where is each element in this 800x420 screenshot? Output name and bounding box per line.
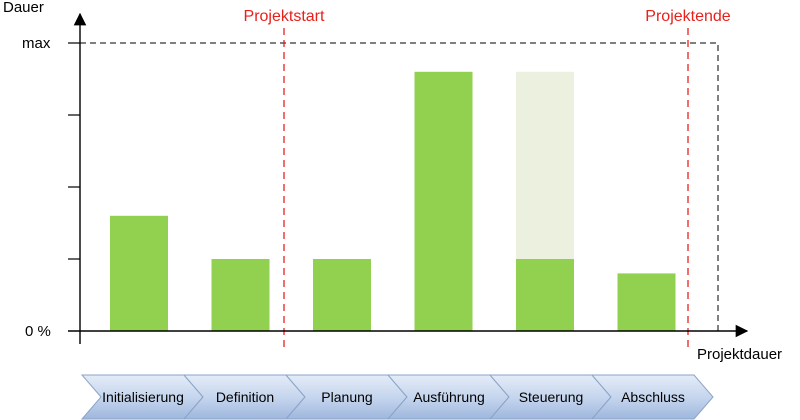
phase-label-definition: Definition xyxy=(216,389,274,405)
y-tick-label-max: max xyxy=(22,35,51,52)
projektstart-label: Projektstart xyxy=(244,8,325,25)
phase-label-initialisierung: Initialisierung xyxy=(102,389,184,405)
bar-ausführung xyxy=(414,71,473,332)
bar-initialisierung xyxy=(110,215,168,331)
y-axis-label: Dauer xyxy=(3,0,44,16)
phase-label-steuerung: Steuerung xyxy=(519,389,584,405)
phase-label-ausführung: Ausführung xyxy=(413,389,485,405)
max-line xyxy=(80,42,719,331)
bar-abschluss xyxy=(617,273,676,331)
phase-label-abschluss: Abschluss xyxy=(621,389,685,405)
bars xyxy=(110,71,676,332)
y-tick-label-zero: 0 % xyxy=(25,323,51,340)
bar-planung xyxy=(313,259,371,331)
phase-chevron-abschluss xyxy=(590,374,714,420)
bar-definition xyxy=(211,259,270,331)
phase-label-planung: Planung xyxy=(321,389,372,405)
phase-bar: Initialisierung Definition Planung Ausführu… xyxy=(80,374,714,420)
projektende-label: Projektende xyxy=(645,8,730,25)
bar-steuerung xyxy=(516,259,574,331)
x-axis-label: Projektdauer xyxy=(697,346,782,363)
